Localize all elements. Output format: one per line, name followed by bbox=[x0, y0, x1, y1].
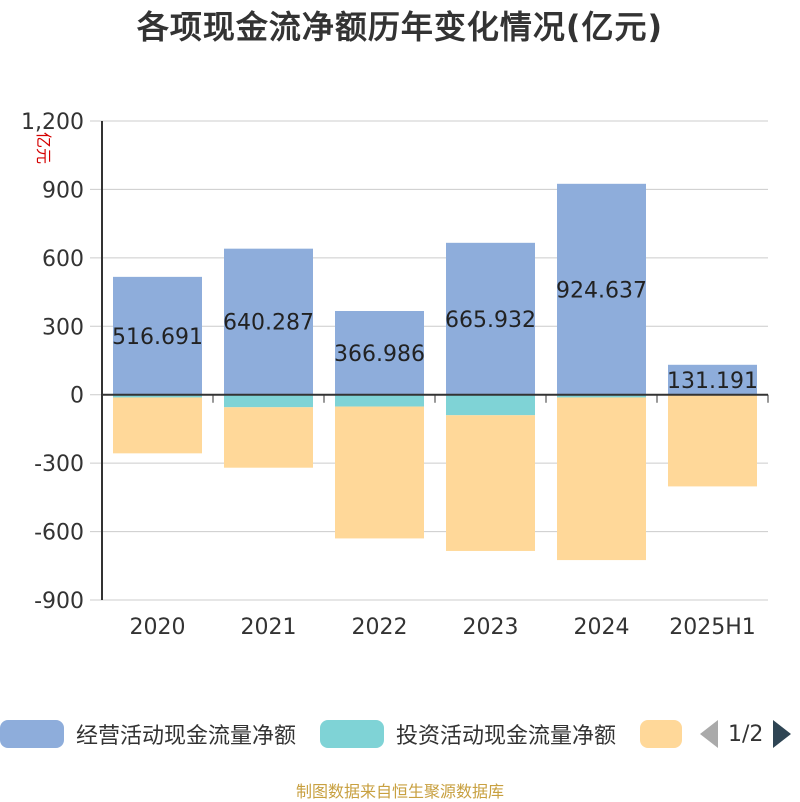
x-tick-label: 2022 bbox=[352, 615, 408, 640]
bar-financing-2024 bbox=[557, 397, 646, 560]
data-label-operating-2023: 665.932 bbox=[445, 308, 536, 333]
y-tick-label: -600 bbox=[34, 521, 84, 546]
y-axis-unit-label: 亿元 bbox=[34, 132, 53, 164]
x-tick-label: 2023 bbox=[463, 615, 519, 640]
x-tick-label: 2021 bbox=[241, 615, 297, 640]
legend: 经营活动现金流量净额 投资活动现金流量净额 1/2 bbox=[0, 716, 800, 756]
bar-financing-2025H1 bbox=[668, 395, 757, 486]
legend-swatch-financing bbox=[640, 720, 682, 748]
x-tick-label: 2025H1 bbox=[669, 615, 756, 640]
y-tick-label: 300 bbox=[42, 315, 84, 340]
data-label-operating-2024: 924.637 bbox=[556, 278, 647, 303]
bar-investing-2021 bbox=[224, 395, 313, 408]
cashflow-chart: 1,2009006003000-300-600-900亿元516.6912020… bbox=[0, 0, 800, 700]
legend-swatch-operating bbox=[0, 720, 64, 748]
bar-financing-2020 bbox=[113, 397, 202, 453]
legend-item-investing[interactable]: 投资活动现金流量净额 bbox=[320, 716, 616, 752]
legend-item-financing[interactable] bbox=[640, 716, 682, 752]
legend-swatch-investing bbox=[320, 720, 384, 748]
bar-financing-2023 bbox=[446, 415, 535, 551]
legend-item-operating[interactable]: 经营活动现金流量净额 bbox=[0, 716, 296, 752]
pager-text: 1/2 bbox=[728, 722, 763, 747]
y-tick-label: -300 bbox=[34, 452, 84, 477]
footer-source: 制图数据来自恒生聚源数据库 bbox=[0, 778, 800, 802]
legend-label-operating: 经营活动现金流量净额 bbox=[76, 718, 296, 750]
bar-financing-2021 bbox=[224, 407, 313, 467]
legend-pager: 1/2 bbox=[700, 716, 791, 752]
legend-label-investing: 投资活动现金流量净额 bbox=[396, 718, 616, 750]
y-tick-label: 0 bbox=[70, 384, 84, 409]
data-label-operating-2020: 516.691 bbox=[112, 325, 203, 350]
y-tick-label: -900 bbox=[34, 589, 84, 614]
data-label-operating-2025H1: 131.191 bbox=[667, 369, 758, 394]
y-tick-label: 900 bbox=[42, 178, 84, 203]
prev-page-arrow-icon[interactable] bbox=[700, 720, 718, 748]
next-page-arrow-icon[interactable] bbox=[773, 720, 791, 748]
bar-financing-2022 bbox=[335, 407, 424, 539]
bar-investing-2022 bbox=[335, 395, 424, 407]
x-tick-label: 2024 bbox=[574, 615, 630, 640]
y-tick-label: 600 bbox=[42, 247, 84, 272]
data-label-operating-2022: 366.986 bbox=[334, 342, 425, 367]
data-label-operating-2021: 640.287 bbox=[223, 311, 314, 336]
bar-investing-2023 bbox=[446, 395, 535, 416]
x-tick-label: 2020 bbox=[130, 615, 186, 640]
